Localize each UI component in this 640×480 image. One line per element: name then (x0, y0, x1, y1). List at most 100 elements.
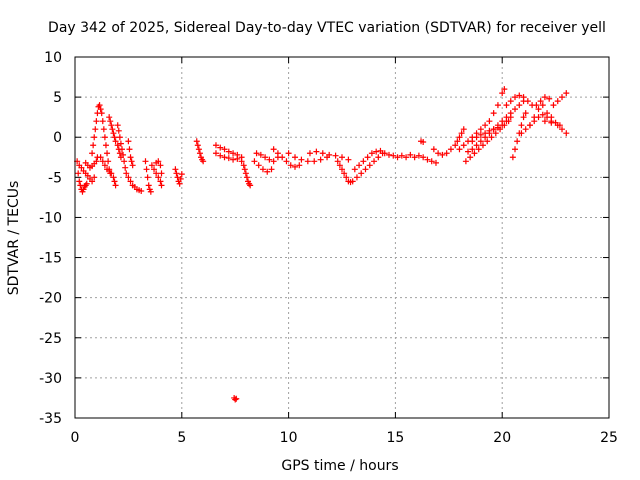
data-point (356, 162, 363, 169)
data-point (326, 151, 333, 158)
data-point (334, 158, 341, 165)
data-point (242, 170, 249, 177)
data-point (381, 150, 388, 157)
data-point (477, 126, 484, 133)
data-point (415, 152, 422, 159)
data-point (349, 178, 356, 185)
data-point (339, 154, 345, 161)
data-point (212, 142, 219, 149)
data-point (100, 126, 107, 133)
data-point (477, 131, 484, 138)
data-point (488, 134, 495, 141)
data-point (194, 142, 201, 149)
y-axis-label: SDTVAR / TECUs (6, 181, 22, 296)
data-point (501, 122, 508, 129)
data-point (296, 162, 303, 169)
data-point (127, 154, 134, 161)
data-point (221, 146, 228, 153)
data-point (157, 178, 164, 185)
data-point (193, 138, 200, 145)
data-point (89, 150, 96, 157)
data-point (554, 98, 561, 105)
data-point (268, 166, 275, 173)
data-point (148, 162, 155, 169)
data-point (473, 142, 480, 149)
data-point (460, 126, 467, 133)
data-point (550, 102, 557, 109)
data-point (200, 158, 207, 165)
data-point (292, 154, 299, 161)
data-point (287, 162, 294, 169)
data-point (83, 180, 90, 187)
data-point (454, 138, 461, 145)
data-point (469, 138, 476, 145)
data-point (176, 180, 183, 187)
data-point (339, 166, 345, 173)
data-point (505, 118, 512, 125)
data-point (123, 170, 130, 177)
data-point (353, 174, 360, 181)
data-point (311, 158, 318, 165)
data-point (117, 140, 124, 147)
data-point (217, 144, 224, 151)
x-tick-label: 0 (71, 430, 80, 446)
data-point (358, 170, 365, 177)
data-point (364, 154, 371, 161)
data-point (108, 170, 115, 177)
data-point (520, 94, 527, 101)
data-point (285, 150, 292, 157)
data-point (544, 114, 551, 121)
data-point (173, 170, 180, 177)
data-point (195, 146, 202, 153)
data-point (563, 130, 570, 137)
x-tick-label: 10 (280, 430, 298, 446)
data-point (503, 102, 510, 109)
data-point (155, 174, 162, 181)
data-point (232, 396, 239, 403)
data-point (375, 154, 382, 161)
data-point (467, 154, 474, 161)
data-point (104, 150, 111, 157)
data-point (420, 154, 427, 161)
data-point (143, 166, 150, 173)
chart-title: Day 342 of 2025, Sidereal Day-to-day VTE… (48, 20, 606, 36)
data-point (428, 158, 435, 165)
data-point (264, 168, 271, 175)
data-point (526, 122, 533, 129)
data-point (484, 138, 491, 145)
data-point (101, 162, 108, 169)
data-point (539, 102, 546, 109)
data-point (507, 98, 514, 105)
data-point (336, 162, 343, 169)
data-point (96, 102, 103, 109)
data-point (110, 130, 117, 137)
data-point (403, 154, 410, 161)
data-point (111, 178, 118, 185)
data-point (114, 122, 121, 129)
data-point (563, 90, 570, 97)
data-point (537, 98, 544, 105)
data-point (196, 150, 203, 157)
data-point (522, 110, 529, 117)
data-point (424, 156, 431, 163)
data-point (482, 130, 489, 137)
data-point (471, 150, 478, 157)
data-point (212, 150, 219, 157)
data-point (447, 146, 454, 153)
data-point (279, 154, 286, 161)
data-point (501, 86, 508, 93)
y-tick-label: -20 (39, 291, 62, 307)
x-tick-label: 5 (177, 430, 186, 446)
data-point (507, 114, 514, 121)
data-point (257, 151, 264, 158)
data-point (332, 152, 339, 159)
data-point (522, 126, 529, 133)
data-point (111, 134, 118, 141)
data-point (373, 148, 380, 155)
data-point (234, 155, 241, 162)
data-point (497, 126, 504, 133)
data-point (145, 182, 152, 189)
data-point (490, 126, 497, 133)
data-point (262, 154, 269, 161)
